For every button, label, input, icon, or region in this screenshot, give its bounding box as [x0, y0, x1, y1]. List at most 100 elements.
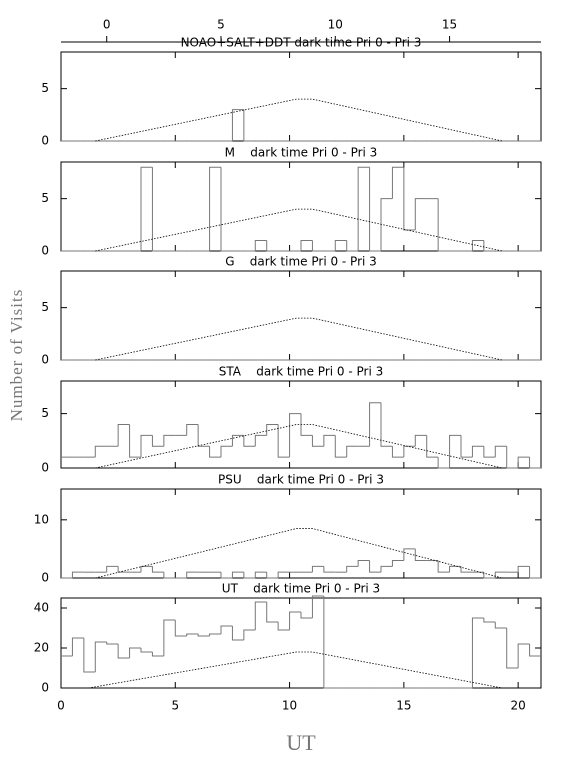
- panel-title: G dark time Pri 0 - Pri 3: [225, 255, 377, 269]
- histogram-step: [140, 434, 153, 458]
- histogram-step: [460, 566, 473, 573]
- histogram-step: [529, 457, 541, 469]
- histogram-step: [231, 571, 244, 578]
- histogram-step: [391, 560, 404, 567]
- y-tick-label: 0: [41, 134, 49, 148]
- histogram-step: [300, 413, 313, 436]
- histogram-step: [311, 595, 324, 618]
- histogram-step: [243, 629, 256, 640]
- histogram-step: [506, 628, 519, 669]
- histogram-step: [220, 572, 233, 579]
- y-tick-label: 0: [41, 244, 49, 258]
- histogram-step: [209, 446, 221, 458]
- visibility-curve: [95, 98, 503, 142]
- y-tick-label: 0: [41, 681, 49, 695]
- histogram-step: [186, 633, 199, 636]
- histogram-step: [529, 566, 541, 579]
- histogram-step: [357, 560, 370, 567]
- histogram-step: [277, 424, 290, 458]
- histogram-step: [357, 166, 370, 251]
- histogram-step: [449, 434, 461, 468]
- histogram-step: [140, 565, 153, 573]
- y-tick-label: 0: [41, 461, 49, 475]
- histogram-step: [186, 571, 199, 578]
- top-tick-label: 0: [103, 18, 111, 32]
- histogram-step: [140, 648, 153, 653]
- histogram-step: [346, 445, 359, 458]
- histogram-step: [391, 446, 404, 458]
- histogram-step: [483, 446, 496, 458]
- histogram-step: [220, 625, 233, 634]
- panel-frame: [60, 270, 542, 361]
- visibility-curve: [88, 651, 503, 689]
- histogram-step: [311, 435, 324, 447]
- histogram-step: [414, 548, 427, 562]
- histogram-step: [380, 402, 393, 447]
- histogram-step: [243, 435, 256, 447]
- histogram-step: [117, 424, 130, 447]
- histogram-step: [414, 198, 427, 231]
- histogram-step: [209, 633, 221, 636]
- histogram-step: [426, 435, 439, 458]
- histogram-step: [403, 167, 416, 231]
- histogram-step: [163, 572, 176, 579]
- histogram-step: [197, 424, 210, 447]
- histogram-step: [163, 619, 176, 656]
- x-tick-label: 5: [171, 699, 179, 713]
- y-tick-label: 5: [41, 406, 49, 420]
- y-tick-label: 40: [34, 601, 49, 615]
- histogram-step: [300, 612, 313, 619]
- visibility-curve: [95, 528, 503, 579]
- histogram-step: [334, 240, 347, 251]
- histogram-step: [506, 446, 519, 469]
- histogram-step: [151, 566, 164, 573]
- histogram-step: [323, 434, 336, 447]
- histogram-step: [483, 618, 496, 623]
- histogram-step: [380, 198, 393, 251]
- top-tick-label: 15: [442, 18, 457, 32]
- histogram-step: [71, 637, 84, 656]
- histogram-step: [277, 571, 290, 578]
- histogram-step: [129, 424, 141, 458]
- histogram-step: [517, 565, 530, 573]
- histogram-step: [449, 565, 461, 573]
- histogram-step: [403, 445, 416, 458]
- histogram-step: [369, 402, 381, 447]
- histogram-step: [346, 565, 359, 573]
- histogram-step: [529, 644, 541, 657]
- histogram-step: [517, 643, 530, 668]
- histogram-step: [129, 647, 141, 658]
- histogram-step: [151, 435, 164, 447]
- histogram-step: [323, 566, 336, 573]
- histogram-step: [140, 166, 153, 251]
- histogram-step: [437, 457, 450, 469]
- histogram-step: [403, 548, 416, 561]
- histogram-step: [471, 240, 484, 251]
- histogram-step: [414, 434, 427, 447]
- histogram-step: [117, 566, 130, 573]
- y-tick-label: 0: [41, 353, 49, 367]
- histogram-step: [460, 435, 473, 458]
- histogram-step: [289, 413, 301, 458]
- panel-frame: [60, 51, 542, 142]
- histogram-step: [254, 240, 267, 251]
- histogram-step: [311, 565, 324, 573]
- histogram-step: [494, 445, 507, 458]
- visibility-curve: [95, 208, 503, 252]
- histogram-step: [117, 644, 130, 659]
- histogram-step: [106, 565, 119, 573]
- histogram-step: [494, 571, 507, 578]
- panel-frame: [60, 597, 542, 689]
- x-axis-label: UT: [286, 730, 316, 755]
- y-tick-label: 5: [41, 191, 49, 205]
- histogram-step: [323, 596, 336, 689]
- x-tick-label: 10: [282, 699, 297, 713]
- panel-frame: [60, 488, 542, 579]
- histogram-step: [380, 565, 393, 573]
- x-tick-label: 15: [396, 699, 411, 713]
- histogram-step: [494, 622, 507, 629]
- histogram-step: [334, 435, 347, 458]
- y-axis-label: Number of Visits: [7, 289, 26, 422]
- histogram-step: [243, 109, 256, 142]
